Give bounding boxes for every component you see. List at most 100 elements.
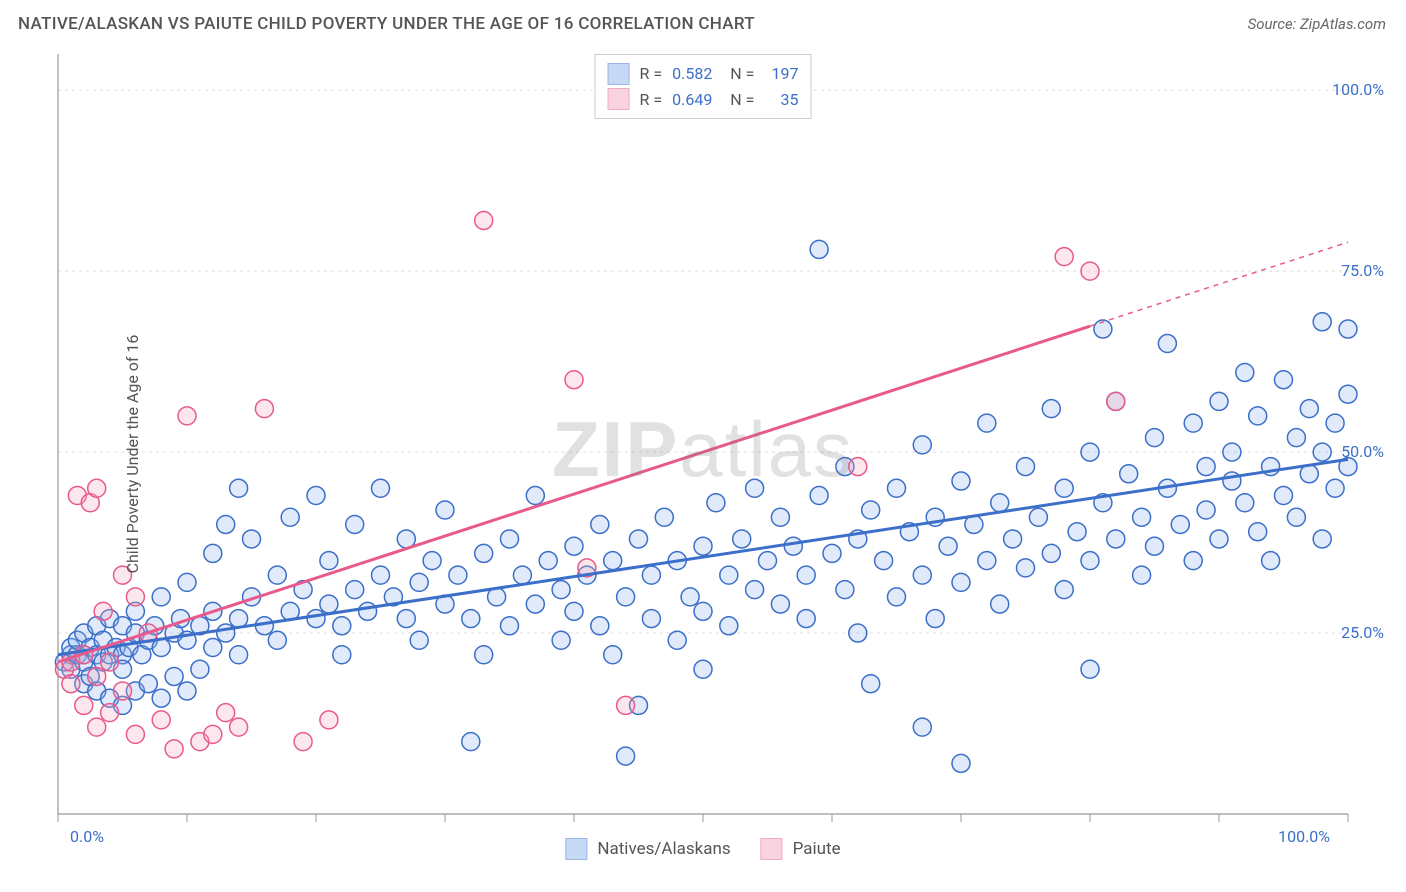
scatter-point — [694, 660, 712, 678]
scatter-point — [513, 566, 531, 584]
legend-label: Natives/Alaskans — [597, 839, 730, 859]
scatter-point — [152, 588, 170, 606]
scatter-point — [1055, 248, 1073, 266]
scatter-point — [1146, 537, 1164, 555]
scatter-point — [230, 646, 248, 664]
scatter-point — [913, 718, 931, 736]
scatter-point — [372, 566, 390, 584]
scatter-point — [1107, 530, 1125, 548]
scatter-point — [759, 552, 777, 570]
r-label: R = — [640, 61, 663, 87]
scatter-point — [94, 602, 112, 620]
scatter-point — [475, 544, 493, 562]
scatter-point — [849, 458, 867, 476]
scatter-point — [617, 588, 635, 606]
scatter-point — [101, 704, 119, 722]
scatter-point — [552, 631, 570, 649]
scatter-point — [230, 610, 248, 628]
scatter-point — [204, 725, 222, 743]
scatter-point — [1249, 523, 1267, 541]
scatter-point — [475, 646, 493, 664]
scatter-point — [604, 646, 622, 664]
scatter-point — [1004, 530, 1022, 548]
scatter-point — [449, 566, 467, 584]
scatter-point — [681, 588, 699, 606]
scatter-point — [88, 718, 106, 736]
scatter-point — [836, 581, 854, 599]
scatter-point — [1146, 429, 1164, 447]
scatter-point — [114, 682, 132, 700]
scatter-point — [526, 595, 544, 613]
y-tick-label: 50.0% — [1341, 442, 1384, 461]
scatter-point — [178, 407, 196, 425]
trend-line — [58, 459, 1348, 654]
scatter-point — [1081, 262, 1099, 280]
scatter-point — [152, 689, 170, 707]
scatter-point — [694, 602, 712, 620]
scatter-point — [1210, 530, 1228, 548]
scatter-point — [862, 675, 880, 693]
scatter-point — [1339, 385, 1357, 403]
scatter-point — [1029, 508, 1047, 526]
scatter-point — [1042, 400, 1060, 418]
scatter-point — [746, 581, 764, 599]
scatter-point — [1262, 552, 1280, 570]
scatter-point — [720, 566, 738, 584]
scatter-point — [501, 530, 519, 548]
scatter-point — [1287, 429, 1305, 447]
scatter-point — [733, 530, 751, 548]
legend-swatch — [761, 838, 783, 860]
scatter-point — [268, 631, 286, 649]
scatter-point — [604, 552, 622, 570]
n-label: N = — [722, 87, 754, 113]
scatter-point — [359, 602, 377, 620]
scatter-point — [204, 544, 222, 562]
x-tick-label: 100.0% — [1278, 827, 1330, 846]
scatter-point — [939, 537, 957, 555]
scatter-point — [230, 718, 248, 736]
scatter-point — [797, 610, 815, 628]
scatter-point — [1120, 465, 1138, 483]
scatter-point — [991, 595, 1009, 613]
scatter-point — [139, 675, 157, 693]
scatter-point — [1068, 523, 1086, 541]
scatter-point — [746, 479, 764, 497]
scatter-point — [810, 240, 828, 258]
scatter-point — [1158, 335, 1176, 353]
scatter-point — [372, 479, 390, 497]
scatter-point — [913, 566, 931, 584]
scatter-point — [1171, 515, 1189, 533]
scatter-point — [346, 515, 364, 533]
scatter-point — [255, 400, 273, 418]
scatter-point — [410, 573, 428, 591]
y-tick-label: 75.0% — [1341, 261, 1384, 280]
scatter-point — [952, 472, 970, 490]
scatter-point — [552, 581, 570, 599]
scatter-point — [888, 479, 906, 497]
chart-header: NATIVE/ALASKAN VS PAIUTE CHILD POVERTY U… — [0, 0, 1406, 44]
scatter-point — [423, 552, 441, 570]
scatter-point — [617, 696, 635, 714]
scatter-point — [849, 624, 867, 642]
scatter-point — [1275, 487, 1293, 505]
scatter-point — [294, 733, 312, 751]
scatter-point — [952, 754, 970, 772]
scatter-point — [410, 631, 428, 649]
scatter-point — [320, 552, 338, 570]
legend-label: Paiute — [793, 839, 841, 859]
scatter-point — [810, 487, 828, 505]
legend-stat-row: R = 0.582 N = 197 — [608, 61, 799, 87]
scatter-point — [978, 414, 996, 432]
scatter-point — [1081, 443, 1099, 461]
scatter-point — [1300, 400, 1318, 418]
scatter-point — [204, 639, 222, 657]
scatter-point — [1275, 371, 1293, 389]
scatter-point — [1287, 508, 1305, 526]
scatter-point — [191, 660, 209, 678]
scatter-point — [1197, 501, 1215, 519]
scatter-point — [771, 508, 789, 526]
legend-stat-row: R = 0.649 N = 35 — [608, 87, 799, 113]
legend-swatch — [608, 88, 630, 110]
y-axis-label: Child Poverty Under the Age of 16 — [123, 335, 142, 574]
scatter-point — [797, 566, 815, 584]
